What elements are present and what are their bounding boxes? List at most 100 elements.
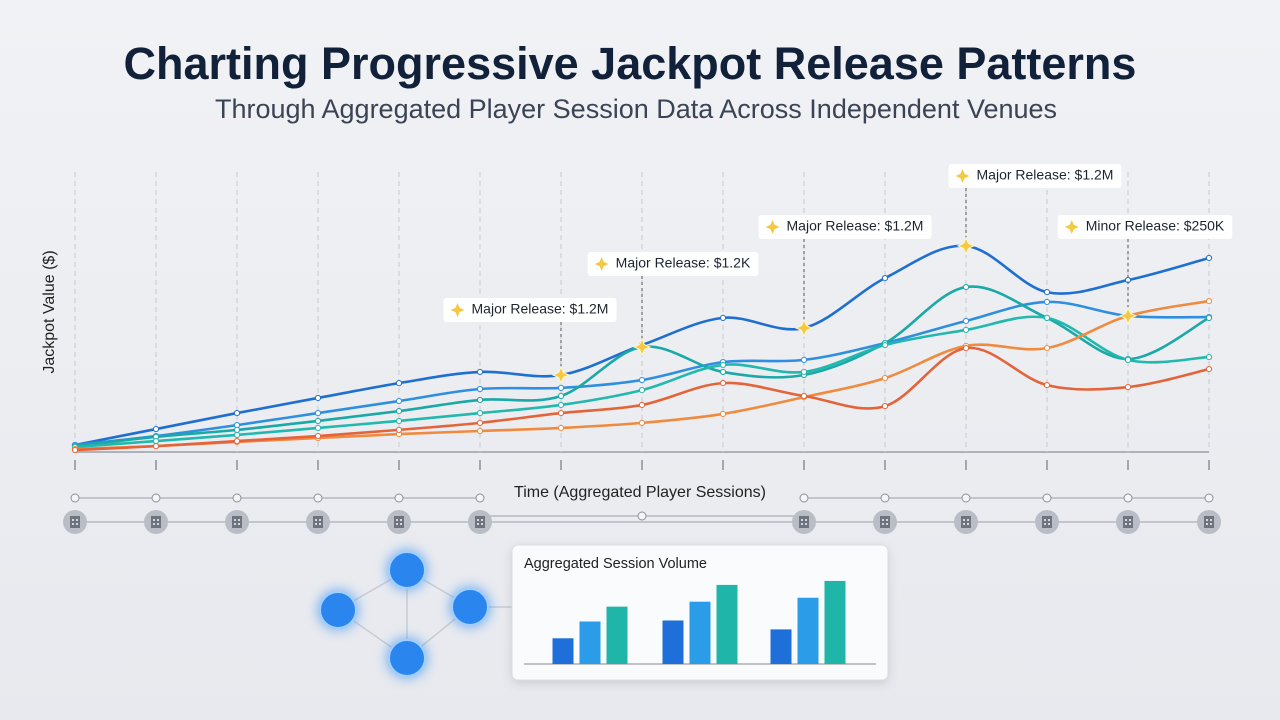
data-point	[476, 427, 484, 435]
venue-building	[70, 516, 80, 528]
data-point	[638, 376, 646, 384]
timeline-node	[151, 493, 161, 503]
bar	[770, 629, 792, 664]
data-point	[395, 408, 403, 415]
network-diagram	[318, 550, 512, 678]
venue-building	[151, 516, 161, 528]
venue-building	[1204, 516, 1214, 528]
timeline-node	[961, 493, 971, 503]
data-point	[638, 387, 646, 394]
data-point	[557, 409, 565, 417]
timeline-nodes	[63, 493, 1221, 534]
data-point	[962, 326, 970, 334]
annotation-box	[1057, 215, 1233, 239]
venue-windows	[882, 519, 888, 525]
data-point	[962, 283, 970, 291]
annotation-box	[587, 252, 759, 276]
subtitle: Through Aggregated Player Session Data A…	[215, 94, 1057, 124]
data-point	[881, 341, 889, 349]
data-point	[1205, 254, 1213, 262]
annotation: Major Release: $1.2M	[948, 164, 1122, 188]
data-point	[1043, 314, 1051, 321]
data-point	[314, 409, 322, 417]
venue-windows	[234, 519, 240, 525]
annotation-star	[551, 365, 571, 385]
data-point	[152, 443, 160, 450]
venue-windows	[153, 519, 159, 525]
timeline-node	[1042, 493, 1052, 503]
data-point	[233, 431, 241, 439]
annotation: Major Release: $1.2M	[443, 298, 617, 322]
data-point	[881, 374, 889, 382]
data-point	[395, 417, 403, 425]
data-point	[557, 392, 565, 400]
venue-building	[475, 516, 485, 528]
data-point	[719, 380, 727, 387]
annotation: Major Release: $1.2K	[587, 252, 759, 276]
y-axis-label: Jackpot Value ($)	[41, 250, 58, 373]
data-point	[719, 368, 727, 376]
data-point	[962, 317, 970, 325]
timeline-node	[70, 493, 80, 503]
venue-windows	[72, 519, 78, 525]
bar	[824, 580, 846, 664]
venue-windows	[396, 519, 402, 525]
data-point	[314, 424, 322, 432]
venue-building	[880, 516, 890, 528]
data-point	[152, 425, 160, 433]
data-point	[638, 419, 646, 426]
data-point	[314, 417, 322, 425]
annotation-star	[632, 337, 652, 357]
bar	[552, 638, 574, 664]
data-point	[881, 275, 889, 282]
timeline-node	[799, 493, 809, 503]
venue-windows	[1125, 519, 1131, 525]
annotation-icon	[450, 303, 465, 317]
annotation-star	[1118, 306, 1138, 326]
data-point	[476, 385, 484, 393]
data-point	[233, 426, 241, 433]
annotation-label: Major Release: $1.2M	[472, 301, 609, 317]
timeline-node	[880, 493, 890, 503]
annotation-star	[794, 318, 814, 338]
data-point	[800, 356, 808, 363]
inset-title: Aggregated Session Volume	[524, 556, 707, 572]
venue-building	[1042, 516, 1052, 528]
data-point	[1043, 289, 1051, 296]
venue-building	[232, 516, 242, 528]
venue-building	[394, 516, 404, 528]
annotation-icon	[594, 257, 609, 271]
data-point	[1043, 381, 1051, 389]
bar	[606, 606, 628, 664]
data-point	[719, 361, 727, 369]
data-point	[1205, 353, 1213, 361]
timeline-node	[232, 493, 242, 503]
annotation-label: Minor Release: $250K	[1086, 218, 1225, 234]
timeline-node	[1123, 493, 1133, 503]
annotation-icon	[1064, 220, 1079, 234]
venue-windows	[963, 519, 969, 525]
venue-windows	[477, 519, 483, 525]
annotation-icon	[955, 169, 970, 183]
data-point	[557, 384, 565, 391]
venue-building	[799, 516, 809, 528]
timeline-node	[394, 493, 404, 503]
data-point	[800, 368, 808, 376]
data-point	[881, 402, 889, 410]
annotation-box	[758, 215, 932, 239]
data-point	[719, 410, 727, 418]
venue-building	[961, 516, 971, 528]
timeline-node	[313, 493, 323, 503]
venue-windows	[315, 519, 321, 525]
data-point	[476, 419, 484, 426]
bar	[716, 584, 738, 664]
data-point	[476, 396, 484, 404]
data-point	[314, 432, 322, 440]
data-point	[800, 392, 808, 400]
annotation-box	[443, 298, 617, 322]
venue-windows	[1206, 519, 1212, 525]
bar	[797, 597, 819, 664]
title: Charting Progressive Jackpot Release Pat…	[124, 38, 1137, 89]
